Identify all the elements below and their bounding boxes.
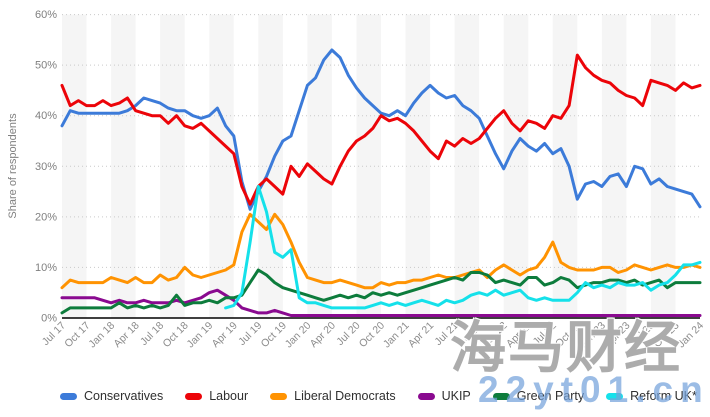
legend-item-labour[interactable]: Labour	[185, 389, 248, 403]
x-tick-label: Jan 19	[185, 320, 216, 351]
plot-band	[405, 14, 431, 319]
y-tick-label: 60%	[35, 9, 57, 21]
y-tick-label: 50%	[35, 60, 57, 72]
x-tick-label: Apr 20	[308, 320, 338, 350]
legend-marker-icon	[606, 392, 624, 400]
plot-band	[552, 14, 578, 319]
legend-label: UKIP	[441, 389, 471, 403]
legend: Conservatives Labour Liberal Democrats UKIP…	[60, 389, 697, 403]
legend-label: Liberal Democrats	[294, 389, 396, 403]
series-line-ukip[interactable]	[60, 288, 702, 317]
y-tick-label: 20%	[35, 211, 57, 223]
x-tick-label: Jan 22	[479, 320, 510, 351]
legend-marker-icon	[185, 392, 203, 400]
series-line-liberal-democrats[interactable]	[60, 212, 702, 290]
y-tick-label: 0%	[41, 313, 57, 325]
legend-item-green-party[interactable]: Green Party	[492, 389, 585, 403]
y-tick-label: 30%	[35, 161, 57, 173]
x-tick-label: Oct 19	[259, 320, 289, 350]
x-tick-label: Jan 24	[675, 320, 706, 351]
x-tick-label: Jan 20	[283, 320, 314, 351]
legend-marker-icon	[270, 392, 288, 400]
x-tick-label: Oct 21	[455, 320, 485, 350]
x-tick-label: Oct 17	[62, 320, 92, 350]
x-tick-label: Apr 21	[406, 320, 436, 350]
y-tick-label: 40%	[35, 110, 57, 122]
x-tick-label: Oct 23	[651, 320, 681, 350]
legend-label: Reform UK*	[630, 389, 697, 403]
legend-marker-icon	[417, 392, 435, 400]
legend-marker-icon	[60, 392, 77, 400]
legend-label: Conservatives	[84, 389, 164, 403]
series-line-green-party[interactable]	[60, 268, 702, 315]
series-line-conservatives[interactable]	[60, 48, 702, 211]
x-tick-label: Jan 18	[86, 320, 117, 351]
x-tick-label: Apr 22	[504, 320, 534, 350]
x-tick-label: Apr 18	[111, 320, 141, 350]
x-tick-label: Jan 21	[381, 320, 412, 351]
x-tick-label: Oct 22	[553, 320, 583, 350]
plot-band	[160, 14, 185, 319]
x-tick-label: Oct 20	[357, 320, 387, 350]
legend-marker-icon	[492, 392, 510, 400]
legend-item-ukip[interactable]: UKIP	[417, 389, 471, 403]
legend-label: Green Party	[516, 389, 585, 403]
series-line-labour[interactable]	[60, 53, 702, 206]
plot-band	[356, 14, 381, 319]
series-line-reform-uk[interactable]	[224, 185, 702, 310]
x-tick-label: Apr 23	[602, 320, 632, 350]
plot-band	[111, 14, 136, 319]
legend-item-conservatives[interactable]: Conservatives	[60, 389, 163, 403]
gridlines: 0% 10% 20% 30% 40% 50% 60%	[35, 9, 700, 325]
x-tick-label: Oct 18	[160, 320, 190, 350]
legend-label: Labour	[209, 389, 249, 403]
x-tick-label: Jan 23	[577, 320, 608, 351]
legend-item-reform-uk[interactable]: Reform UK*	[606, 389, 697, 403]
legend-item-liberal-democrats[interactable]: Liberal Democrats	[270, 389, 396, 403]
y-tick-label: 10%	[35, 262, 57, 274]
series-lines	[60, 48, 702, 317]
y-axis-title: Share of respondents	[7, 113, 19, 219]
x-tick-label: Apr 19	[210, 320, 240, 350]
